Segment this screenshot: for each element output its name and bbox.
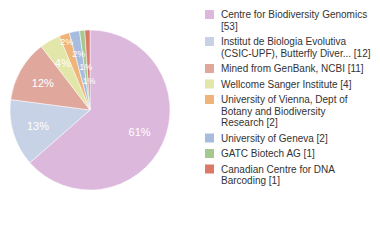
data-label: 1% (83, 76, 96, 86)
legend-label: University of Vienna, Dept ofBotany and … (221, 94, 348, 128)
legend-label: Centre for Biodiversity Genomics[53] (221, 9, 367, 32)
data-label: 61% (129, 126, 151, 138)
slices (10, 30, 170, 190)
legend-swatch (205, 10, 214, 19)
chart: 61%13%12%4%2%2%1%1%Centre for Biodiversi… (0, 0, 380, 240)
data-label: 4% (55, 57, 71, 69)
data-labels: 61%13%12%4%2%2%1%1% (27, 37, 151, 138)
legend-label: Wellcome Sanger Institute [4] (221, 79, 352, 90)
legend-label: Canadian Centre for DNABarcoding [1] (221, 164, 335, 187)
legend-swatch (205, 134, 214, 143)
slice (10, 100, 90, 163)
legend-swatch (205, 149, 214, 158)
data-label: 1% (79, 62, 92, 72)
legend-swatch (205, 165, 214, 174)
legend-swatch (205, 80, 214, 89)
legend-label: Mined from GenBank, NCBI [11] (221, 63, 364, 74)
legend-label: Institut de Biologia Evolutiva(CSIC-UPF)… (221, 36, 371, 59)
legend: Centre for Biodiversity Genomics[53] Inst… (205, 9, 371, 186)
legend-swatch (205, 64, 214, 73)
data-label: 13% (27, 120, 49, 132)
legend-label: University of Geneva [2] (221, 133, 328, 144)
legend-label: GATC Biotech AG [1] (221, 148, 315, 159)
data-label: 2% (60, 37, 73, 47)
legend-swatch (205, 95, 214, 104)
data-label: 2% (72, 49, 85, 59)
legend-swatch (205, 37, 214, 46)
data-label: 12% (32, 77, 54, 89)
